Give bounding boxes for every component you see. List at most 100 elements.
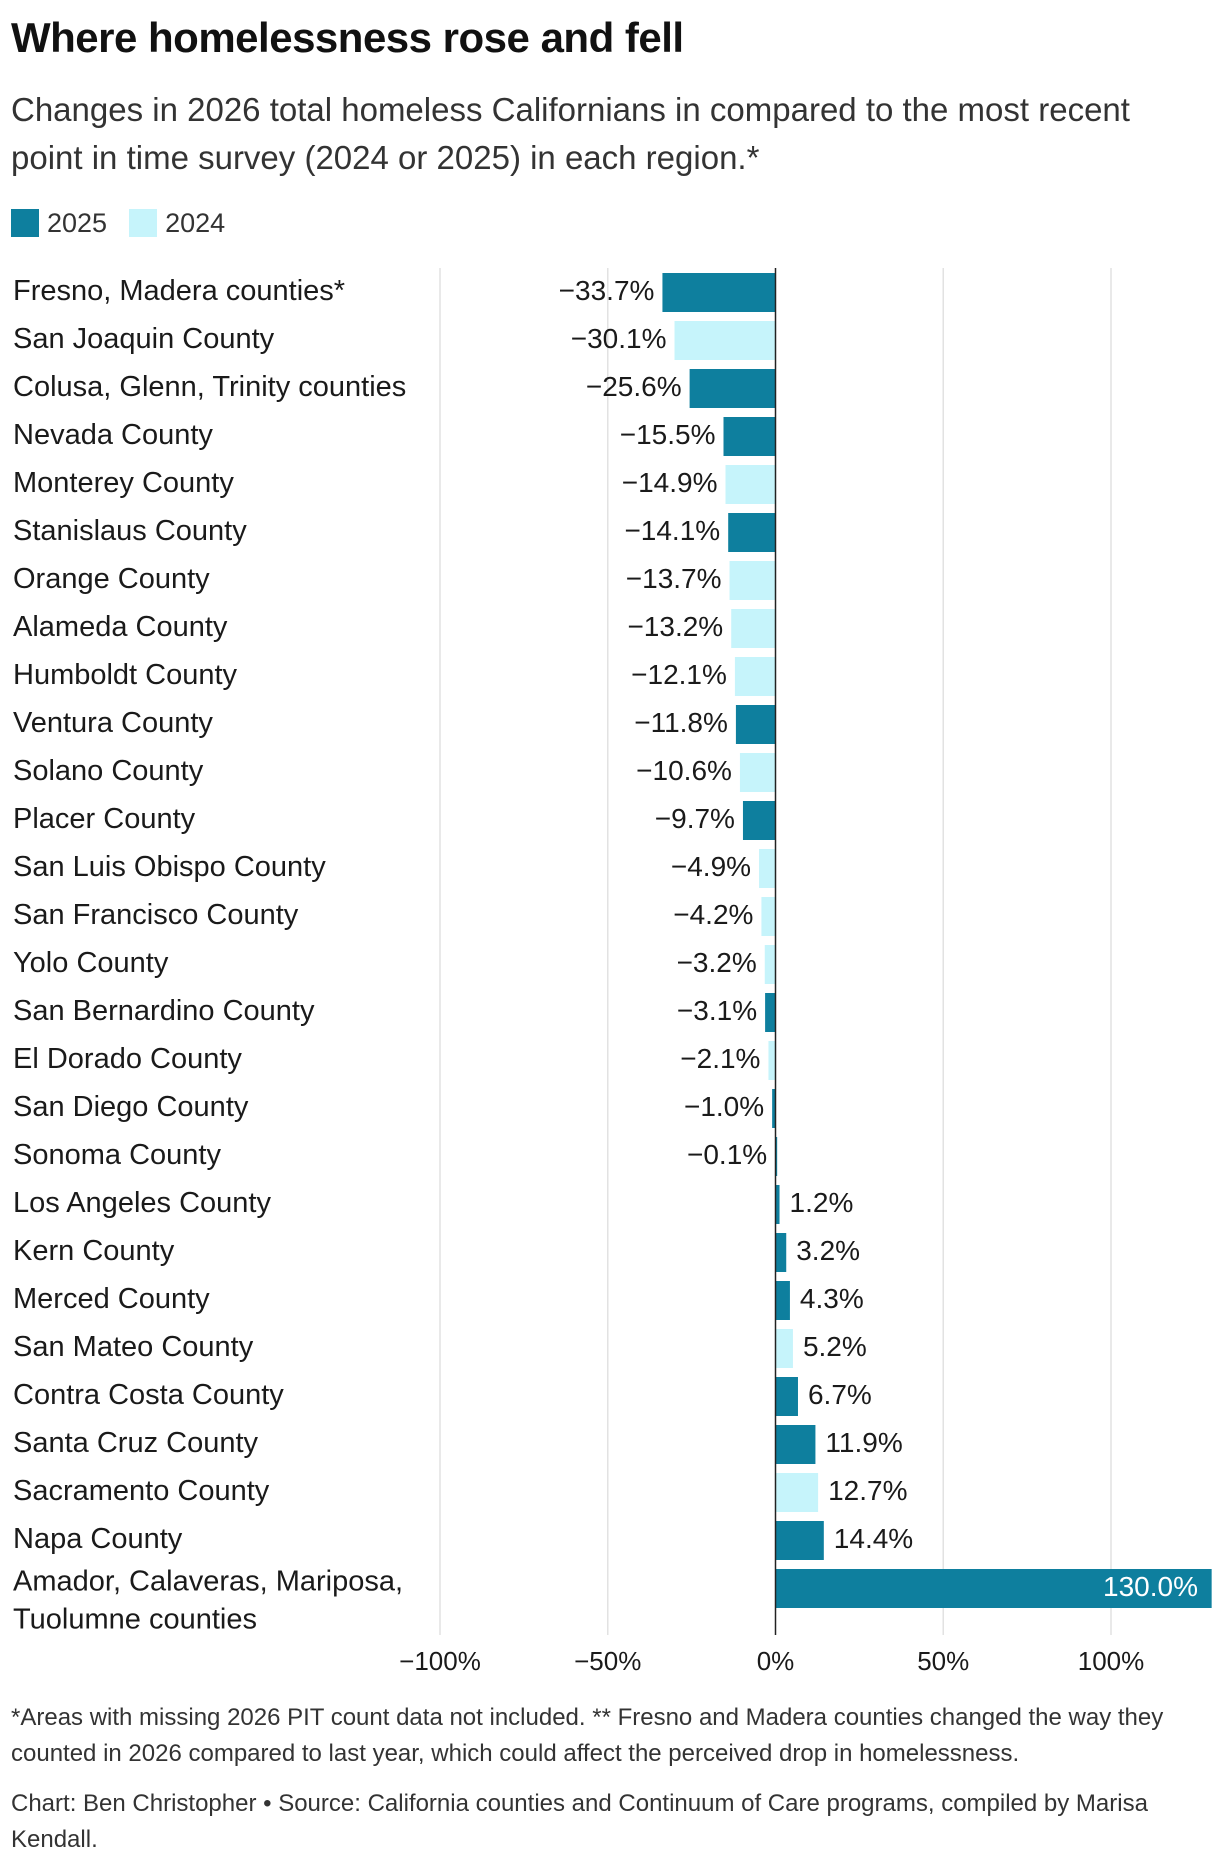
category-label: San Bernardino County xyxy=(13,995,315,1027)
bar xyxy=(729,561,776,600)
category-label: Ventura County xyxy=(13,707,213,739)
x-tick-label: −100% xyxy=(399,1646,481,1676)
bar xyxy=(775,1233,787,1272)
bar-value-label: 6.7% xyxy=(808,1379,872,1410)
category-label: Los Angeles County xyxy=(13,1187,271,1219)
bar xyxy=(768,1041,776,1080)
bar-value-label: −13.7% xyxy=(626,563,722,594)
category-label: Fresno, Madera counties* xyxy=(13,275,345,307)
bar xyxy=(759,849,776,888)
category-label: Nevada County xyxy=(13,419,213,451)
bar xyxy=(689,369,776,408)
legend-item-2025: 2025 xyxy=(11,208,107,239)
bar-value-label: 5.2% xyxy=(803,1331,867,1362)
category-label: Santa Cruz County xyxy=(13,1427,259,1459)
bar xyxy=(775,1185,780,1224)
bar xyxy=(775,1473,819,1512)
bar xyxy=(739,753,776,792)
bar xyxy=(735,705,776,744)
bar xyxy=(723,417,776,456)
bar xyxy=(728,513,776,552)
bar-value-label: −3.2% xyxy=(677,947,757,978)
bar xyxy=(775,1569,1212,1608)
bar-value-label: −9.7% xyxy=(655,803,735,834)
category-label: San Francisco County xyxy=(13,899,299,931)
category-label: San Mateo County xyxy=(13,1331,254,1363)
category-label: Humboldt County xyxy=(13,659,238,691)
bar xyxy=(674,321,776,360)
x-tick-label: 50% xyxy=(917,1646,969,1676)
category-label: Merced County xyxy=(13,1283,210,1315)
bar-value-label: −10.6% xyxy=(636,755,732,786)
category-label: Alameda County xyxy=(13,611,228,643)
category-label: Solano County xyxy=(13,755,204,787)
chart-title: Where homelessness rose and fell xyxy=(11,14,684,61)
bar-value-label: −14.9% xyxy=(622,467,718,498)
bar xyxy=(725,465,776,504)
bar-value-label: 14.4% xyxy=(834,1523,913,1554)
bar-value-label: 4.3% xyxy=(800,1283,864,1314)
category-label: San Joaquin County xyxy=(13,323,275,355)
category-label: San Diego County xyxy=(13,1091,249,1123)
category-label: San Luis Obispo County xyxy=(13,851,326,883)
category-label: Stanislaus County xyxy=(13,515,247,547)
bar xyxy=(742,801,776,840)
bar xyxy=(775,1425,816,1464)
x-tick-label: 0% xyxy=(757,1646,795,1676)
bar-value-label: 1.2% xyxy=(790,1187,854,1218)
bar xyxy=(775,1377,798,1416)
category-label: Sonoma County xyxy=(13,1139,221,1171)
legend-label-2024: 2024 xyxy=(165,207,226,238)
bar-value-label: −2.1% xyxy=(680,1043,760,1074)
category-label: Sacramento County xyxy=(13,1475,270,1507)
category-label: Orange County xyxy=(13,563,210,595)
bar xyxy=(775,1281,790,1320)
legend-label-2025: 2025 xyxy=(47,207,108,238)
bar xyxy=(731,609,776,648)
category-label: Kern County xyxy=(13,1235,175,1267)
category-label: Contra Costa County xyxy=(13,1379,284,1411)
bar-value-label: −14.1% xyxy=(624,515,720,546)
category-label: Yolo County xyxy=(13,947,169,979)
bar-value-label: −12.1% xyxy=(631,659,727,690)
legend-swatch-2025 xyxy=(11,209,39,237)
bar-value-label: −11.8% xyxy=(634,707,728,738)
bar-value-label: −3.1% xyxy=(677,995,757,1026)
category-label: Monterey County xyxy=(13,467,234,499)
x-tick-label: 100% xyxy=(1078,1646,1145,1676)
bar xyxy=(764,945,776,984)
bar-value-label: −15.5% xyxy=(620,419,716,450)
bar-value-label: −1.0% xyxy=(684,1091,764,1122)
chart-subtitle: Changes in 2026 total homeless Californi… xyxy=(11,91,1130,176)
bar-value-label: −25.6% xyxy=(586,371,682,402)
category-label: Placer County xyxy=(13,803,196,835)
bar xyxy=(761,897,776,936)
category-label: Napa County xyxy=(13,1523,183,1555)
bar-value-label: 3.2% xyxy=(796,1235,860,1266)
bar xyxy=(775,1521,824,1560)
legend-item-2024: 2024 xyxy=(129,208,225,239)
category-label: Tuolumne counties xyxy=(13,1604,257,1636)
category-label: Amador, Calaveras, Mariposa, xyxy=(13,1566,403,1598)
bar xyxy=(775,1329,793,1368)
bar-value-label: −0.1% xyxy=(687,1139,767,1170)
bar xyxy=(765,993,776,1032)
bar-value-label: 11.9% xyxy=(825,1427,902,1458)
bar-value-label: −33.7% xyxy=(559,275,655,306)
bar-value-label: 12.7% xyxy=(828,1475,907,1506)
bar xyxy=(772,1089,776,1128)
bar-value-label: −30.1% xyxy=(571,323,667,354)
chart-footnote: *Areas with missing 2026 PIT count data … xyxy=(11,1704,1164,1767)
category-label: Colusa, Glenn, Trinity counties xyxy=(13,371,406,403)
bar xyxy=(734,657,776,696)
bar xyxy=(662,273,776,312)
legend-swatch-2024 xyxy=(129,209,158,237)
bar-value-label: −4.9% xyxy=(671,851,751,882)
bar-value-label: −4.2% xyxy=(673,899,753,930)
chart-legend: 2025 2024 xyxy=(11,206,247,240)
bar-chart: Fresno, Madera counties* −33.7% San Joaqui… xyxy=(13,268,1212,1676)
chart-credit: Chart: Ben Christopher • Source: Califor… xyxy=(11,1790,1148,1853)
bar-value-label: −13.2% xyxy=(627,611,723,642)
x-tick-label: −50% xyxy=(574,1646,641,1676)
